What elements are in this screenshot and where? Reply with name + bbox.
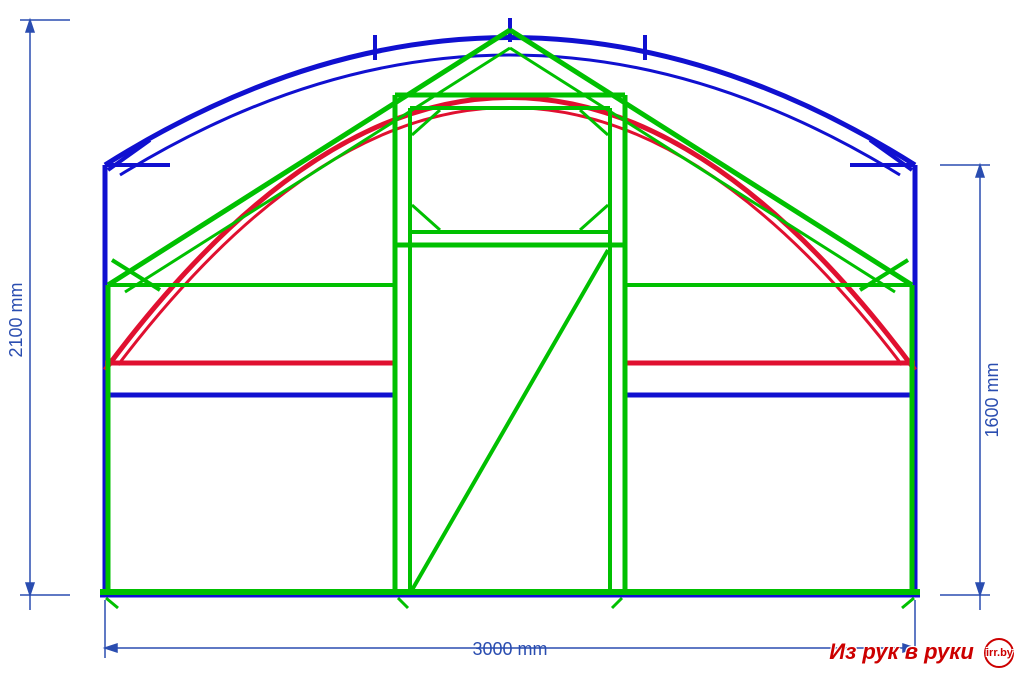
dimension-lines <box>20 20 990 658</box>
dim-height-right: 1600 mm <box>982 362 1002 437</box>
watermark-text: Из рук в руки <box>829 639 974 664</box>
watermark-badge: irr.by <box>984 638 1014 668</box>
greenhouse-diagram: 2100 mm 1600 mm 3000 mm <box>0 0 1024 678</box>
watermark: Из рук в руки irr.by <box>829 638 1014 668</box>
dim-width-bottom: 3000 mm <box>472 639 547 659</box>
green-frame <box>100 30 920 608</box>
blue-frame <box>100 18 920 595</box>
dim-height-left: 2100 mm <box>6 282 26 357</box>
